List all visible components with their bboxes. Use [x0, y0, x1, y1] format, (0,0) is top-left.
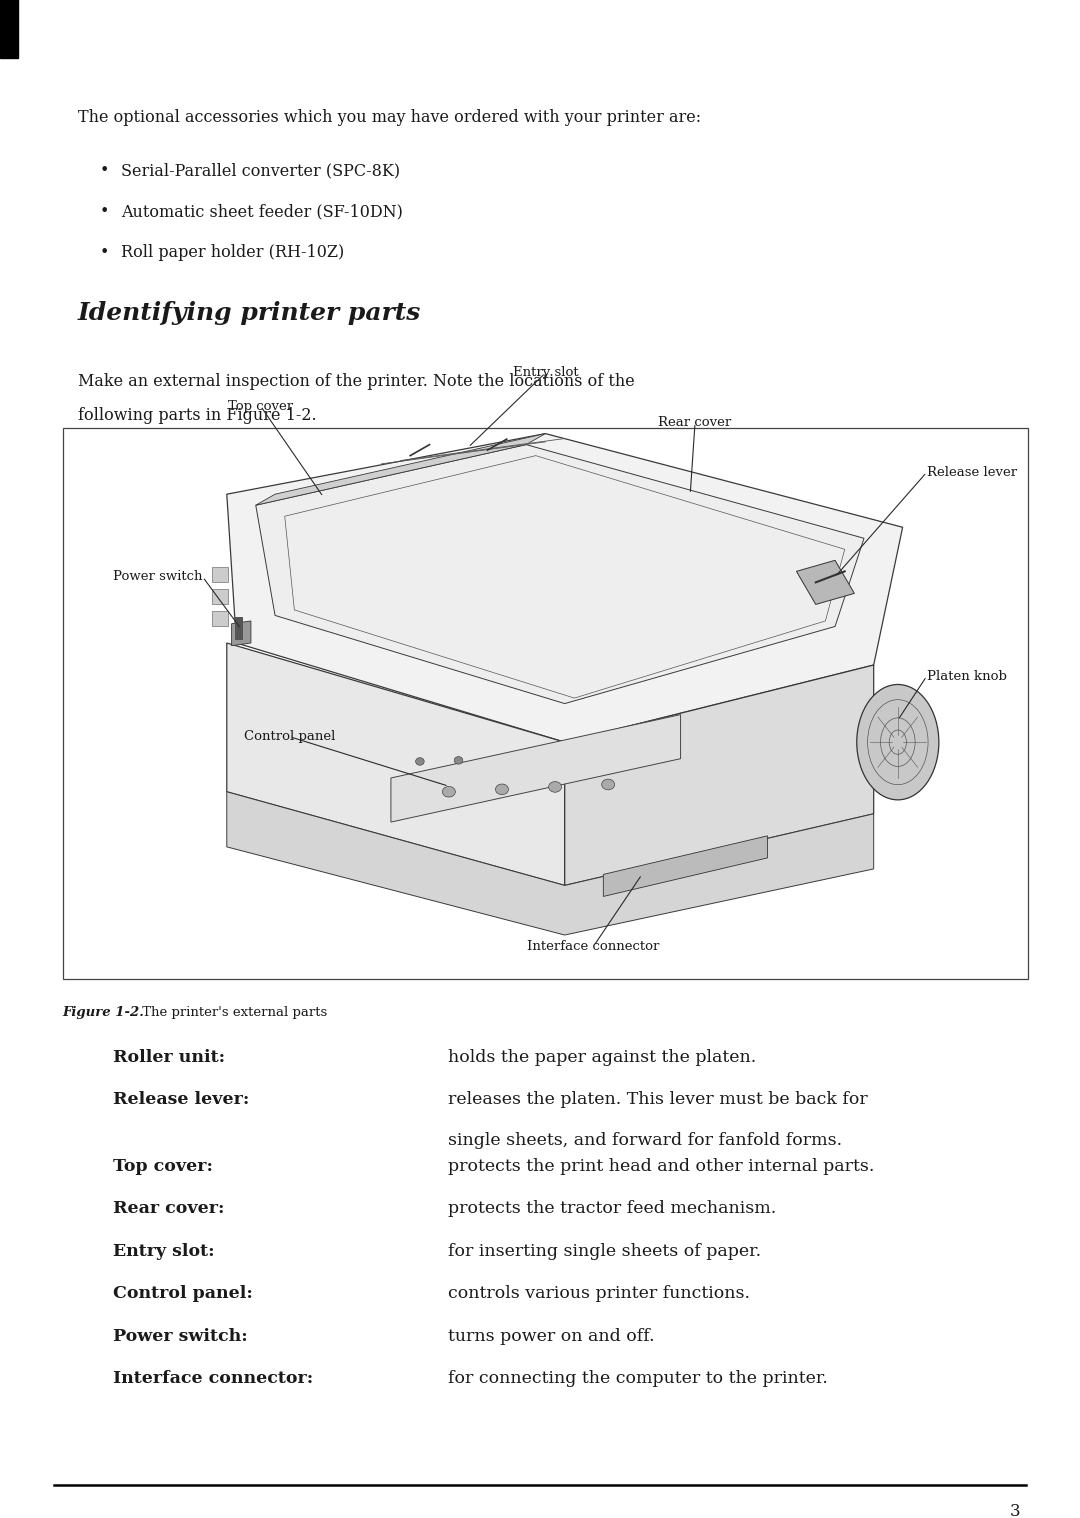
Text: Interface connector: Interface connector — [527, 940, 660, 953]
Polygon shape — [227, 792, 874, 935]
Text: holds the paper against the platen.: holds the paper against the platen. — [448, 1049, 756, 1066]
Text: 3: 3 — [1010, 1503, 1021, 1518]
Polygon shape — [231, 621, 251, 645]
Text: Automatic sheet feeder (SF-10DN): Automatic sheet feeder (SF-10DN) — [121, 203, 403, 220]
Text: Release lever:: Release lever: — [113, 1091, 249, 1108]
Text: single sheets, and forward for fanfold forms.: single sheets, and forward for fanfold f… — [448, 1132, 842, 1149]
Text: Roll paper holder (RH-10Z): Roll paper holder (RH-10Z) — [121, 244, 345, 261]
Polygon shape — [796, 560, 854, 604]
Text: Platen knob: Platen knob — [927, 669, 1007, 683]
Polygon shape — [227, 644, 565, 885]
Text: turns power on and off.: turns power on and off. — [448, 1328, 654, 1345]
Polygon shape — [391, 715, 680, 823]
Ellipse shape — [416, 757, 424, 765]
Text: protects the tractor feed mechanism.: protects the tractor feed mechanism. — [448, 1201, 777, 1217]
Polygon shape — [565, 665, 874, 885]
Text: Top cover: Top cover — [228, 399, 293, 413]
Text: •: • — [99, 162, 109, 179]
Text: Entry slot:: Entry slot: — [113, 1243, 215, 1260]
Bar — [213, 589, 229, 604]
Ellipse shape — [443, 786, 456, 797]
Text: Control panel:: Control panel: — [113, 1286, 254, 1302]
Text: releases the platen. This lever must be back for: releases the platen. This lever must be … — [448, 1091, 868, 1108]
Text: Entry slot: Entry slot — [513, 366, 578, 380]
Text: protects the print head and other internal parts.: protects the print head and other intern… — [448, 1158, 875, 1175]
Text: Rear cover:: Rear cover: — [113, 1201, 225, 1217]
Ellipse shape — [455, 756, 463, 764]
Text: Release lever: Release lever — [927, 466, 1017, 478]
Bar — [213, 568, 229, 583]
Polygon shape — [256, 445, 864, 704]
Polygon shape — [227, 434, 903, 742]
Bar — [213, 612, 229, 627]
Ellipse shape — [549, 782, 562, 792]
Text: The printer's external parts: The printer's external parts — [138, 1006, 327, 1020]
Text: for connecting the computer to the printer.: for connecting the computer to the print… — [448, 1371, 828, 1387]
Bar — [0, 0, 18, 58]
Text: Identifying printer parts: Identifying printer parts — [78, 301, 421, 325]
Text: for inserting single sheets of paper.: for inserting single sheets of paper. — [448, 1243, 761, 1260]
Bar — [234, 618, 243, 641]
Text: following parts in Figure 1-2.: following parts in Figure 1-2. — [78, 407, 316, 424]
Text: Roller unit:: Roller unit: — [113, 1049, 226, 1066]
Text: controls various printer functions.: controls various printer functions. — [448, 1286, 751, 1302]
Text: Serial-Parallel converter (SPC-8K): Serial-Parallel converter (SPC-8K) — [121, 162, 400, 179]
Text: Power switch:: Power switch: — [113, 1328, 248, 1345]
Bar — [63, 428, 1028, 979]
Circle shape — [856, 685, 939, 800]
Text: Top cover:: Top cover: — [113, 1158, 214, 1175]
Polygon shape — [256, 434, 545, 505]
Ellipse shape — [602, 779, 615, 789]
Text: The optional accessories which you may have ordered with your printer are:: The optional accessories which you may h… — [78, 109, 701, 126]
Polygon shape — [604, 836, 768, 897]
Text: •: • — [99, 244, 109, 261]
Text: Make an external inspection of the printer. Note the locations of the: Make an external inspection of the print… — [78, 373, 635, 390]
Text: •: • — [99, 203, 109, 220]
Text: Rear cover: Rear cover — [659, 416, 731, 430]
Ellipse shape — [496, 783, 509, 794]
Text: Control panel: Control panel — [244, 730, 335, 744]
Text: Power switch: Power switch — [113, 571, 203, 583]
Text: Figure 1-2.: Figure 1-2. — [63, 1006, 145, 1020]
Text: Interface connector:: Interface connector: — [113, 1371, 313, 1387]
